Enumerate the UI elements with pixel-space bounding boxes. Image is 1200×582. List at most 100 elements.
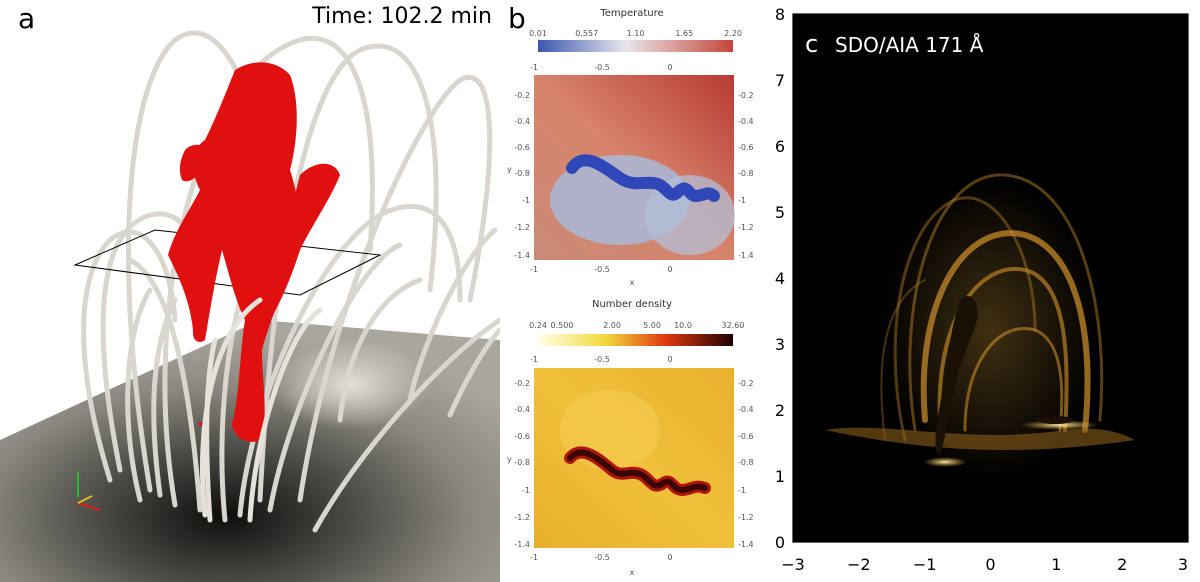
field-line xyxy=(81,229,178,483)
panel-c-plot: −3 −2 −1 0 1 2 3 0 1 2 3 4 5 6 7 8 c SDO… xyxy=(775,5,1189,574)
density-colorbar-tick: 0.24 xyxy=(529,321,547,330)
aia-emission xyxy=(825,173,1135,480)
field-line xyxy=(297,74,493,503)
temperature-title: Temperature xyxy=(599,8,663,19)
density-bottom-tick: 0 xyxy=(667,553,672,562)
density-colorbar-tick: 5.00 xyxy=(643,321,661,330)
aia-tick-marks xyxy=(792,13,1189,543)
density-left-tick: -0.6 xyxy=(514,432,530,441)
temperature-right-tick: -0.6 xyxy=(738,143,754,152)
density-left-tick: -0.8 xyxy=(514,458,530,467)
temperature-colorbar-tick: 1.65 xyxy=(675,29,693,38)
temperature-left-tick: -1.2 xyxy=(514,223,530,232)
density-colorbar-tick: 2.00 xyxy=(603,321,621,330)
density-right-tick: -0.4 xyxy=(738,405,754,414)
density-right-tick: -1.4 xyxy=(738,540,754,549)
bright-polarity-spot xyxy=(270,340,430,430)
density-colorbar-tick: 10.0 xyxy=(674,321,692,330)
density-right-tick: -1.2 xyxy=(738,513,754,522)
field-line xyxy=(247,307,323,523)
prominence-blob xyxy=(205,158,236,206)
field-line xyxy=(127,257,203,513)
temperature-ylabel: y xyxy=(507,165,512,174)
field-line xyxy=(312,317,500,533)
temperature-bottom-tick: -1 xyxy=(530,265,538,274)
temperature-left-tick: -0.4 xyxy=(514,117,530,126)
aia-loop xyxy=(963,327,1064,432)
aia-loop xyxy=(893,196,1037,442)
density-title: Number density xyxy=(592,299,672,310)
aia-y-tick-labels: 0 1 2 3 4 5 6 7 8 xyxy=(775,5,785,552)
aia-channel-label: SDO/AIA 171 Å xyxy=(835,33,984,57)
y-axis-arrow xyxy=(77,495,93,504)
density-ylabel: y xyxy=(507,455,512,464)
temperature-right-tick: -0.4 xyxy=(738,117,754,126)
density-right-tick: -0.6 xyxy=(738,432,754,441)
temperature-left-tick: -1.4 xyxy=(514,251,530,260)
aia-loop xyxy=(937,266,1069,432)
x-tick-label: 3 xyxy=(1178,555,1188,574)
temperature-colorbar-tick: 0.01 xyxy=(529,29,547,38)
field-line xyxy=(337,277,423,423)
temperature-colorbar-tick: 0.557 xyxy=(575,29,598,38)
prominence-branch xyxy=(263,163,340,320)
field-line xyxy=(267,242,403,513)
density-bottom-tick: -1 xyxy=(530,553,538,562)
temperature-left-tick: -1 xyxy=(522,196,530,205)
temperature-colorbar xyxy=(538,40,733,52)
density-right-ticks: -0.2 -0.4 -0.6 -0.8 -1 -1.2 -1.4 xyxy=(738,379,754,549)
time-label: Time: 102.2 min xyxy=(312,4,492,29)
panel-b-letter: b xyxy=(508,2,526,35)
x-tick-label: 1 xyxy=(1051,555,1061,574)
x-axis-arrow xyxy=(77,502,101,511)
aia-bright-footpoint xyxy=(1020,420,1100,430)
temperature-right-tick: -1.2 xyxy=(738,223,754,232)
panel-a-scene: z y x xyxy=(0,30,500,582)
temperature-right-ticks: -0.2 -0.4 -0.6 -0.8 -1 -1.2 -1.4 xyxy=(738,91,754,260)
temperature-bottom-tick: 0 xyxy=(667,265,672,274)
x-tick-label: 0 xyxy=(985,555,995,574)
x-tick-label: −2 xyxy=(847,555,871,574)
temperature-top-tick: 0 xyxy=(667,63,672,72)
z-axis-label: z xyxy=(81,471,85,480)
field-line xyxy=(204,337,218,523)
aia-x-tick-labels: −3 −2 −1 0 1 2 3 xyxy=(781,555,1188,574)
prominence-structure xyxy=(168,62,340,442)
prominence-blob xyxy=(179,144,209,182)
temperature-right-tick: -1.4 xyxy=(738,251,754,260)
axes-triad: z y x xyxy=(77,471,110,516)
density-colorbar-tick: 0.500 xyxy=(551,321,574,330)
magnetic-field-lines xyxy=(81,30,500,533)
y-tick-label: 4 xyxy=(775,269,785,288)
density-left-tick: -1 xyxy=(522,486,530,495)
density-dense-filament xyxy=(567,449,708,494)
temperature-left-tick: -0.8 xyxy=(514,169,530,178)
density-top-tick: -1 xyxy=(530,355,538,364)
temperature-bottom-tick: -0.5 xyxy=(594,265,610,274)
y-tick-label: 6 xyxy=(775,137,785,156)
aia-dark-filament xyxy=(935,296,978,455)
temperature-left-tick: -0.2 xyxy=(514,91,530,100)
field-line xyxy=(447,327,500,418)
y-axis-label: y xyxy=(93,495,98,504)
density-right-tick: -0.2 xyxy=(738,379,754,388)
x-tick-label: −3 xyxy=(781,555,805,574)
panel-c-aia-synthetic: −3 −2 −1 0 1 2 3 0 1 2 3 4 5 6 7 8 c SDO… xyxy=(765,0,1200,582)
aia-loop xyxy=(920,230,1091,433)
y-tick-label: 3 xyxy=(775,335,785,354)
aia-loop xyxy=(880,279,926,441)
field-line xyxy=(151,297,178,498)
temperature-colorbar-ticks: 0.01 0.557 1.10 1.65 2.20 xyxy=(529,29,742,38)
x-axis-label: x xyxy=(105,507,110,516)
density-colorbar-tick: 32.60 xyxy=(722,321,745,330)
aia-loop xyxy=(908,173,1104,432)
density-left-tick: -0.2 xyxy=(514,379,530,388)
y-tick-label: 8 xyxy=(775,5,785,24)
aia-base-emission xyxy=(825,427,1135,450)
density-right-tick: -1 xyxy=(738,486,746,495)
density-xlabel: x xyxy=(630,568,635,577)
density-top-tick: -0.5 xyxy=(594,355,610,364)
field-line xyxy=(125,287,153,503)
temperature-right-tick: -0.8 xyxy=(738,169,754,178)
density-left-ticks: -0.2 -0.4 -0.6 -0.8 -1 -1.2 -1.4 xyxy=(514,379,530,549)
